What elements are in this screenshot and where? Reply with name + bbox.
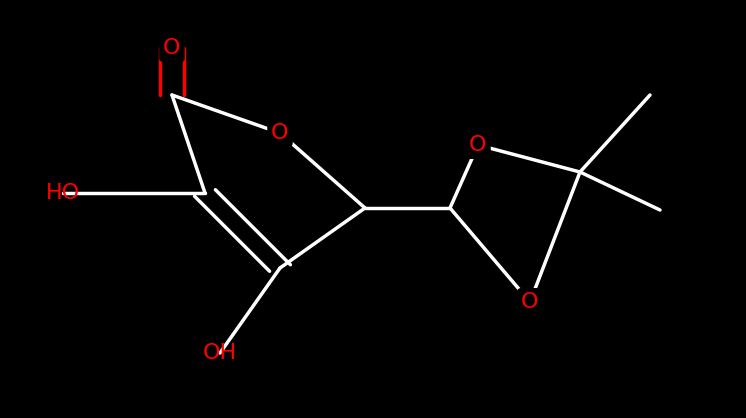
Text: O: O — [469, 135, 486, 155]
Text: HO: HO — [46, 183, 80, 203]
Text: O: O — [521, 292, 539, 312]
Text: O: O — [272, 123, 289, 143]
Text: O: O — [163, 38, 181, 58]
Text: OH: OH — [203, 343, 237, 363]
